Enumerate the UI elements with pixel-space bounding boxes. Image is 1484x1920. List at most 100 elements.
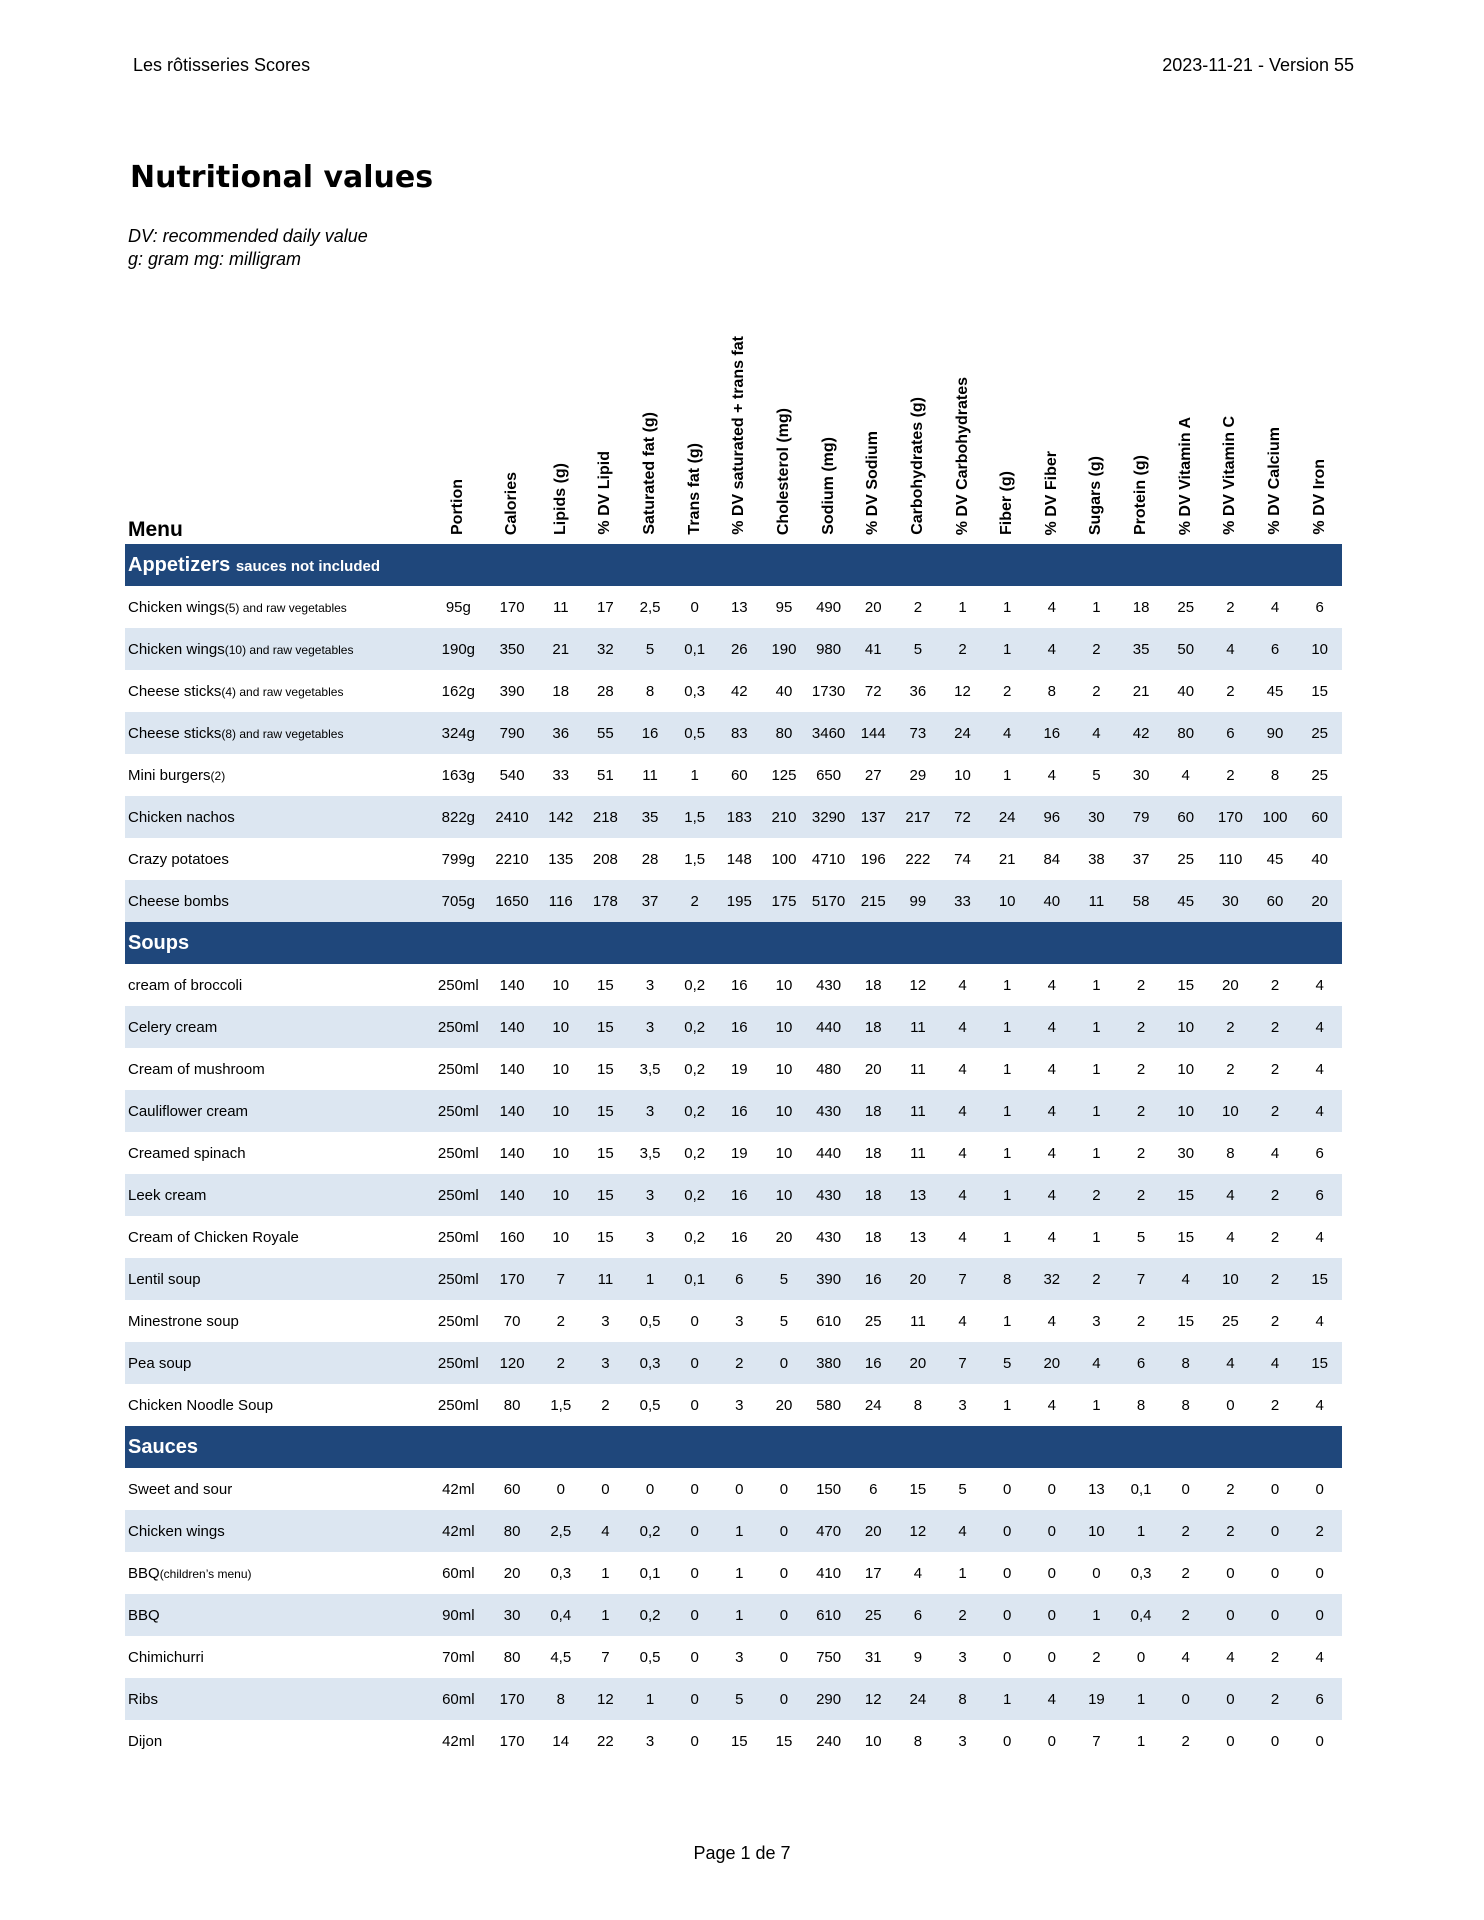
value-cell: 10 (761, 1174, 807, 1216)
item-cell: Creamed spinach (125, 1132, 431, 1174)
value-cell: 9 (913, 1648, 923, 1666)
value-cell: 116 (538, 880, 584, 922)
value-cell: 2 (1208, 1006, 1253, 1048)
item-cell: Crazy potatoes (125, 838, 431, 880)
table-row: Cauliflower cream 250ml 140 10 15 3 0,2 16 10 430… (125, 1090, 1342, 1132)
table-row: Chimichurri 70ml 80 4,5 7 0,5 0 3 0 750 31 9 3 0 0 2 0 4 4… (125, 1636, 1342, 1678)
value-cell: 2 (1092, 682, 1101, 700)
value-cell: 3 (601, 1312, 610, 1330)
value-cell: 45 (1163, 880, 1209, 922)
value-cell: 1 (1118, 1678, 1164, 1720)
value-cell: 95 (775, 598, 793, 616)
item-name: Leek cream (128, 1186, 207, 1204)
column-header-cell: % DV Vitamin C (1208, 300, 1253, 544)
value-cell: 2 (1136, 1060, 1146, 1078)
value-cell: 30 (1177, 1144, 1195, 1162)
value-cell: 18 (864, 976, 882, 994)
item-name: Dijon (128, 1732, 163, 1750)
value-cell: 4 (1226, 1228, 1235, 1246)
value-cell: 4 (1315, 1228, 1324, 1246)
value-cell: 90 (1252, 712, 1298, 754)
value-cell: 0 (1208, 1594, 1253, 1636)
value-cell: 0 (1270, 1480, 1280, 1498)
column-header: % DV Carbohydrates (953, 376, 971, 535)
section-cell: Soups (125, 922, 1342, 964)
value-cell: 10 (761, 1090, 807, 1132)
value-cell: 100 (771, 850, 797, 868)
value-cell: 80 (761, 712, 807, 754)
column-header-cell: % DV Lipid (583, 300, 628, 544)
item-name: Chicken wings (128, 1522, 225, 1540)
value-cell: 11 (910, 1144, 926, 1162)
value-cell: 2 (1118, 1090, 1164, 1132)
item-name: Chicken wings (128, 598, 225, 616)
value-cell: 410 (816, 1564, 842, 1582)
table-row: Minestrone soup 250ml 70 2 3 0,5 0 3 5 610 25 11 4 1 4… (125, 1300, 1342, 1342)
value-cell: 1 (1002, 1312, 1012, 1330)
value-cell: 8 (1163, 1342, 1209, 1384)
value-cell: 4 (1252, 1342, 1298, 1384)
value-cell: 4 (583, 1510, 628, 1552)
value-cell: 0,5 (639, 1648, 661, 1666)
value-cell: 10 (775, 976, 793, 994)
value-cell: 4 (1270, 598, 1280, 616)
section-subtitle: sauces not included (235, 557, 381, 575)
value-cell: 4 (1297, 1006, 1342, 1048)
value-cell: 4 (1315, 1312, 1324, 1330)
value-cell: 250ml (437, 1312, 479, 1330)
item-cell: Cauliflower cream (125, 1090, 431, 1132)
value-cell: 2410 (485, 796, 539, 838)
item-note: (10) and raw vegetables (224, 642, 354, 657)
value-cell: 170 (485, 1258, 539, 1300)
item-name: Mini burgers (128, 766, 211, 784)
table-row: Celery cream 250ml 140 10 15 3 0,2 16 10 440 18 11 4… (125, 1006, 1342, 1048)
value-cell: 2 (913, 598, 923, 616)
value-cell: 15 (909, 1480, 927, 1498)
item-cell: BBQ(children’s menu) (125, 1552, 431, 1594)
value-cell: 4 (1208, 1174, 1253, 1216)
section-cell: Sauces (125, 1426, 1342, 1468)
note: g: gram mg: milligram (128, 249, 302, 269)
value-cell: 0,2 (627, 1594, 673, 1636)
value-cell: 0 (1226, 1564, 1235, 1582)
value-cell: 2 (1270, 1396, 1280, 1414)
value-cell: 650 (816, 766, 842, 784)
value-cell: 10 (552, 1228, 570, 1246)
value-cell: 40 (1311, 850, 1328, 868)
column-header-cell: Carbohydrates (g) (896, 300, 941, 544)
value-cell: 2 (1270, 1228, 1280, 1246)
value-cell: 11 (910, 1312, 926, 1330)
value-cell: 40 (1177, 682, 1195, 700)
column-header-cell: % DV Carbohydrates (940, 300, 985, 544)
value-cell: 0,2 (672, 1090, 717, 1132)
value-cell: 6 (1118, 1342, 1164, 1384)
value-cell: 3 (627, 1174, 673, 1216)
item-name: BBQ (128, 1564, 160, 1582)
value-cell: 148 (726, 850, 752, 868)
value-cell: 0 (690, 1732, 699, 1750)
table-row: Cream of mushroom 250ml 140 10 15 3,5 0,2 19 10 4… (125, 1048, 1342, 1090)
value-cell: 18 (850, 1006, 896, 1048)
value-cell: 1 (1136, 1732, 1146, 1750)
value-cell: 2 (1163, 1594, 1209, 1636)
value-cell: 150 (816, 1480, 842, 1498)
value-cell: 25 (1311, 766, 1328, 784)
column-header-cell: % DV Vitamin A (1163, 300, 1208, 544)
value-cell: 1 (1002, 976, 1012, 994)
value-cell: 10 (864, 1732, 882, 1750)
value-cell: 3,5 (639, 1144, 661, 1162)
value-cell: 45 (1266, 682, 1284, 700)
item-cell: Mini burgers(2) (125, 754, 431, 796)
column-header-cell: % DV Sodium (851, 300, 896, 544)
item-cell: Chicken wings (125, 1510, 431, 1552)
value-cell: 60 (730, 766, 748, 784)
value-cell: 6 (717, 1258, 762, 1300)
column-header-cell: Sodium (mg) (806, 300, 851, 544)
column-header-cell: Cholesterol (mg) (762, 300, 807, 544)
value-cell: 20 (850, 1510, 896, 1552)
value-cell: 19 (730, 1060, 748, 1078)
value-cell: 10 (1163, 1090, 1209, 1132)
value-cell: 822g (430, 796, 486, 838)
value-cell: 3 (735, 1312, 744, 1330)
value-cell: 140 (499, 1144, 525, 1162)
